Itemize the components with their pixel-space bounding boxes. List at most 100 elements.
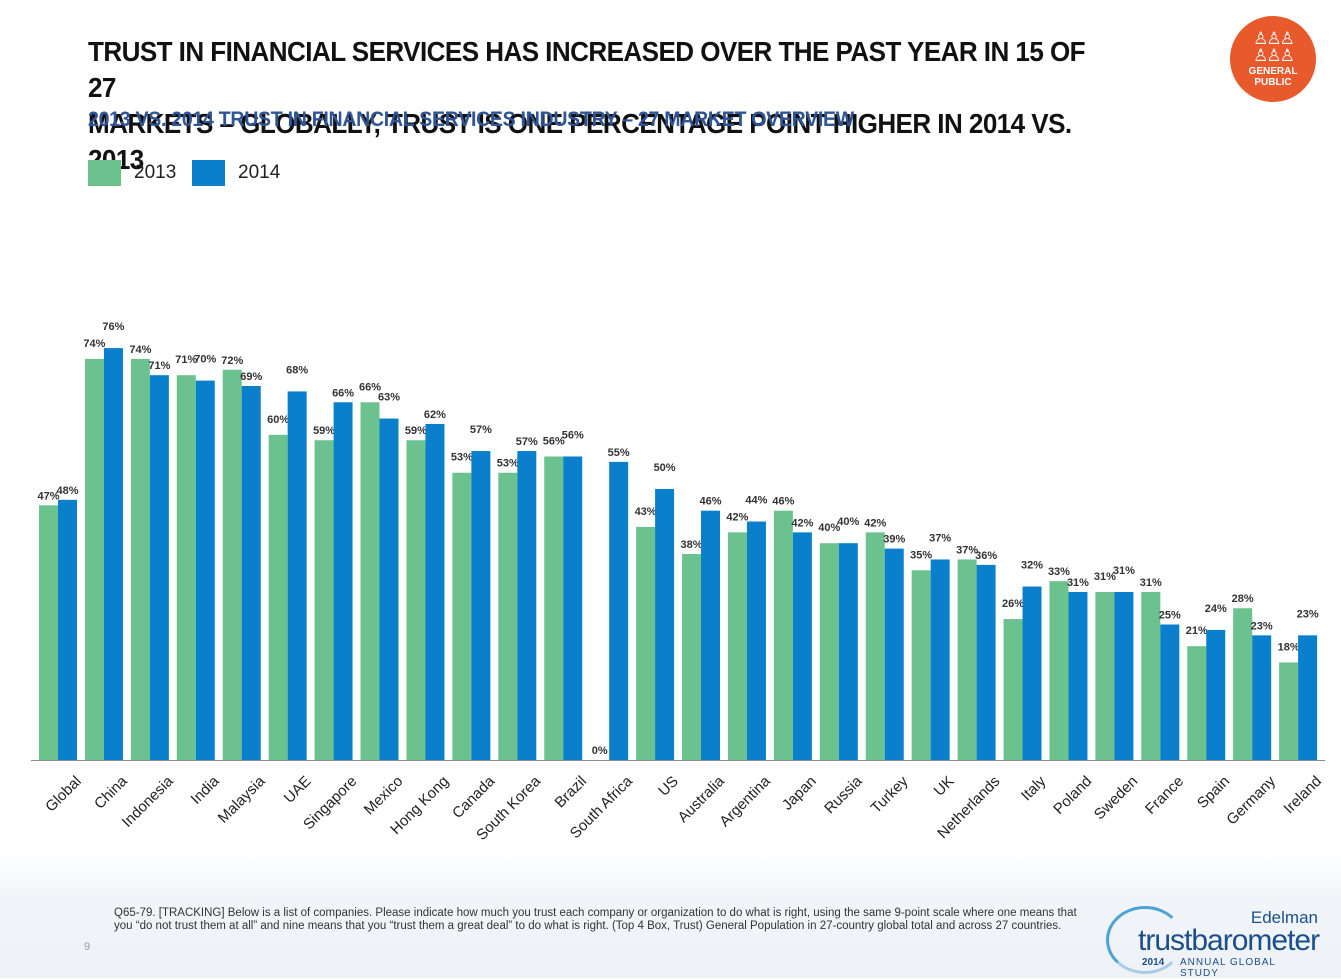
- bar-ireland-2014: [1298, 635, 1318, 760]
- title-line-2: MARKETS – GLOBALLY, TRUST IS ONE PERCENT…: [88, 108, 1072, 175]
- data-label-mexico-2013: 66%: [359, 381, 381, 393]
- category-label-russia: Russia: [821, 772, 866, 817]
- bar-south-korea-2014: [517, 451, 537, 760]
- bar-france-2013: [1141, 591, 1161, 760]
- data-label-argentina-2014: 44%: [745, 495, 767, 507]
- data-label-canada-2013: 53%: [451, 452, 473, 464]
- data-label-singapore-2014: 66%: [332, 387, 354, 399]
- category-label-japan: Japan: [779, 773, 820, 814]
- category-label-france: France: [1142, 773, 1187, 818]
- brand-product: trustbarometer: [1138, 924, 1320, 957]
- data-label-us-2014: 50%: [654, 462, 676, 474]
- data-label-india-2013: 71%: [175, 354, 197, 366]
- category-label-malaysia: Malaysia: [215, 772, 269, 826]
- badge-label-line-2: PUBLIC: [1254, 77, 1292, 88]
- page-number: 9: [84, 941, 91, 953]
- category-label-sweden: Sweden: [1091, 773, 1141, 823]
- data-label-south-korea-2013: 53%: [497, 458, 519, 470]
- bar-indonesia-2014: [149, 375, 169, 760]
- bar-canada-2013: [452, 472, 472, 760]
- data-label-singapore-2013: 59%: [313, 425, 335, 437]
- bar-australia-2013: [682, 554, 702, 760]
- data-label-turkey-2014: 39%: [883, 534, 905, 546]
- data-label-poland-2013: 33%: [1048, 566, 1070, 578]
- bar-hong-kong-2013: [406, 440, 426, 760]
- bar-uae-2013: [268, 434, 288, 760]
- bar-indonesia-2013: [130, 358, 150, 760]
- data-label-uae-2014: 68%: [286, 364, 308, 376]
- legend-label-2014: 2014: [238, 162, 281, 183]
- data-label-uae-2013: 60%: [267, 414, 289, 426]
- bar-south-korea-2013: [498, 472, 518, 760]
- category-label-indonesia: Indonesia: [119, 772, 177, 830]
- bar-india-2014: [195, 380, 215, 760]
- bar-sweden-2013: [1095, 591, 1115, 760]
- bar-china-2014: [103, 348, 123, 760]
- bar-india-2013: [176, 375, 196, 760]
- data-label-sweden-2013: 31%: [1094, 571, 1116, 583]
- bar-singapore-2013: [314, 440, 334, 760]
- data-label-australia-2013: 38%: [681, 539, 703, 551]
- category-label-poland: Poland: [1050, 773, 1095, 818]
- bar-france-2014: [1160, 624, 1180, 760]
- brand-tagline: ANNUAL GLOBAL STUDY: [1180, 957, 1276, 979]
- category-label-argentina: Argentina: [716, 772, 774, 830]
- data-label-india-2014: 70%: [194, 354, 216, 366]
- category-label-uk: UK: [931, 773, 958, 800]
- bar-poland-2013: [1049, 581, 1069, 760]
- bar-germany-2013: [1233, 608, 1253, 760]
- data-label-spain-2013: 21%: [1186, 625, 1208, 637]
- legend-swatch-2014: [192, 160, 225, 186]
- data-label-china-2014: 76%: [102, 321, 124, 333]
- data-label-malaysia-2014: 69%: [240, 371, 262, 383]
- data-label-italy-2014: 32%: [1021, 560, 1043, 572]
- data-label-global-2014: 48%: [56, 485, 78, 497]
- bar-japan-2013: [773, 510, 793, 760]
- bar-hong-kong-2014: [425, 423, 445, 760]
- category-label-mexico: Mexico: [361, 773, 407, 819]
- bar-canada-2014: [471, 451, 491, 760]
- data-label-south-africa-2013: 0%: [592, 745, 608, 757]
- bar-brazil-2014: [563, 456, 583, 760]
- category-label-global: Global: [42, 773, 85, 816]
- survey-footnote: Q65-79. [TRACKING] Below is a list of co…: [114, 907, 1077, 932]
- bar-malaysia-2013: [222, 369, 242, 760]
- data-label-turkey-2013: 42%: [864, 517, 886, 529]
- data-label-germany-2014: 23%: [1251, 620, 1273, 632]
- bar-ireland-2013: [1279, 662, 1299, 760]
- data-label-spain-2014: 24%: [1205, 603, 1227, 615]
- data-label-netherlands-2013: 37%: [956, 544, 978, 556]
- badge-label: GENERAL PUBLIC: [1230, 66, 1316, 88]
- data-label-australia-2014: 46%: [700, 496, 722, 508]
- legend-label-2013: 2013: [134, 162, 177, 183]
- bar-uk-2014: [930, 559, 950, 760]
- data-label-sweden-2014: 31%: [1113, 565, 1135, 577]
- data-label-netherlands-2014: 36%: [975, 550, 997, 562]
- data-label-indonesia-2014: 71%: [148, 360, 170, 372]
- data-label-hong-kong-2014: 62%: [424, 409, 446, 421]
- bar-malaysia-2014: [241, 386, 261, 760]
- chart-subtitle: 2013 VS. 2014 TRUST IN FINANCIAL SERVICE…: [88, 108, 854, 131]
- category-label-china: China: [91, 772, 131, 812]
- bar-poland-2014: [1068, 591, 1088, 760]
- bar-italy-2013: [1003, 619, 1023, 760]
- category-label-uae: UAE: [281, 773, 315, 807]
- data-label-indonesia-2013: 74%: [129, 344, 151, 356]
- data-label-poland-2014: 31%: [1067, 577, 1089, 589]
- bar-spain-2014: [1206, 629, 1226, 760]
- category-label-ireland: Ireland: [1280, 773, 1324, 817]
- bar-argentina-2014: [746, 521, 766, 760]
- bar-argentina-2013: [727, 532, 747, 760]
- bar-sweden-2014: [1114, 591, 1134, 760]
- bar-south-africa-2014: [609, 461, 629, 760]
- data-label-france-2013: 31%: [1140, 577, 1162, 589]
- category-label-spain: Spain: [1194, 773, 1233, 812]
- data-label-canada-2014: 57%: [470, 424, 492, 436]
- bar-netherlands-2014: [976, 564, 996, 760]
- badge-label-line-1: GENERAL: [1248, 66, 1298, 77]
- category-label-us: US: [655, 773, 682, 800]
- data-label-japan-2013: 46%: [772, 496, 794, 508]
- bar-china-2013: [84, 358, 104, 760]
- logo-ring-icon: [1106, 906, 1184, 974]
- brand-year: 2014: [1142, 957, 1165, 968]
